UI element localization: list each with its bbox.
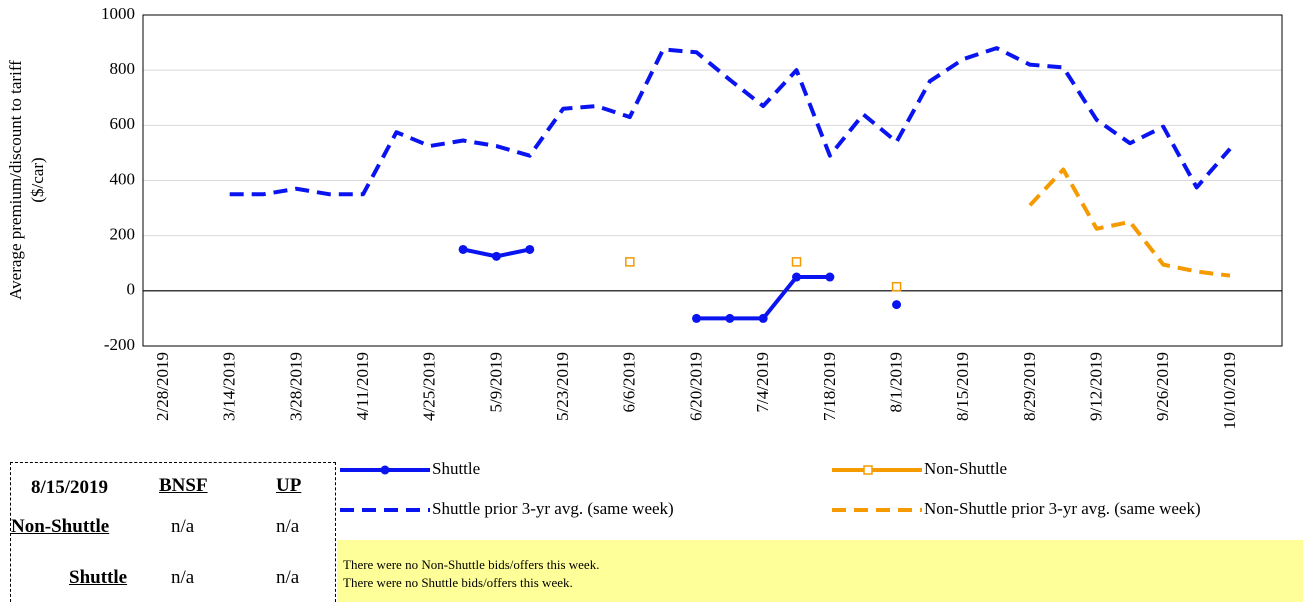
legend-label: Non-Shuttle — [924, 459, 1007, 478]
x-tick-label: 3/14/2019 — [220, 352, 239, 421]
table-date: 8/15/2019 — [31, 477, 109, 498]
point — [791, 257, 802, 267]
legend-marker — [380, 465, 390, 475]
x-tick-label: 4/25/2019 — [420, 352, 439, 421]
y-tick-label: 200 — [110, 225, 136, 244]
legend-label: Non-Shuttle prior 3-yr avg. (same week) — [924, 499, 1201, 518]
note: There were no Shuttle bids/offers this w… — [343, 575, 573, 590]
x-tick-label: 3/28/2019 — [286, 352, 305, 421]
x-tick-label: 6/20/2019 — [686, 352, 705, 421]
point — [758, 313, 768, 323]
y-axis-label: Average premium/discount to tariff — [6, 60, 25, 300]
point — [625, 257, 635, 267]
x-tick-label: 2/28/2019 — [153, 352, 172, 421]
x-tick-label: 8/1/2019 — [886, 352, 905, 412]
x-tick-label: 6/6/2019 — [620, 352, 639, 412]
x-tick-label: 4/11/2019 — [353, 352, 372, 420]
table-cell: n/a — [276, 567, 300, 588]
summary-table: 8/15/2019 BNSF UP Non-Shuttle n/a n/a Sh… — [10, 462, 336, 602]
table-cell: n/a — [276, 516, 300, 537]
x-tick-label: 9/12/2019 — [1087, 352, 1106, 421]
point — [725, 313, 735, 323]
legend-marker — [863, 465, 873, 475]
legend-label: Shuttle prior 3-yr avg. (same week) — [432, 499, 674, 518]
point — [792, 272, 802, 282]
legend-label: Shuttle — [432, 459, 480, 478]
y-tick-label: 400 — [110, 169, 136, 188]
x-tick-label: 7/4/2019 — [753, 352, 772, 412]
y-tick-label: 0 — [127, 280, 136, 299]
point — [692, 313, 701, 323]
series-line — [229, 46, 1232, 197]
row-label: Shuttle — [69, 567, 128, 588]
y-tick-label: 1000 — [101, 4, 135, 23]
point — [458, 244, 468, 254]
x-tick-label: 5/9/2019 — [486, 352, 505, 412]
x-tick-label: 10/10/2019 — [1220, 352, 1239, 429]
x-tick-label: 5/23/2019 — [553, 352, 572, 421]
plot-frame — [142, 14, 1283, 347]
x-tick-label: 8/29/2019 — [1020, 352, 1039, 421]
x-tick-label: 7/18/2019 — [820, 352, 839, 421]
x-tick-label: 8/15/2019 — [953, 352, 972, 421]
y-tick-label: 600 — [110, 114, 136, 133]
x-tick-label: 9/26/2019 — [1153, 352, 1172, 421]
table-cell: n/a — [171, 516, 195, 537]
point — [892, 300, 902, 310]
notes-box: There were no Non-Shuttle bids/offers th… — [337, 540, 1303, 602]
y-axis-label: ($/car) — [28, 157, 47, 202]
table-cell: n/a — [171, 567, 195, 588]
point — [825, 272, 835, 282]
table-header: BNSF — [159, 475, 208, 496]
table-header: UP — [276, 475, 302, 496]
series-line — [463, 249, 896, 318]
point — [525, 244, 535, 254]
y-tick-label: 800 — [110, 59, 136, 78]
series-line — [1028, 167, 1231, 278]
note: There were no Non-Shuttle bids/offers th… — [343, 557, 600, 572]
row-label: Non-Shuttle — [11, 516, 110, 537]
point — [491, 251, 501, 261]
point — [891, 281, 902, 292]
y-tick-label: -200 — [104, 335, 135, 354]
